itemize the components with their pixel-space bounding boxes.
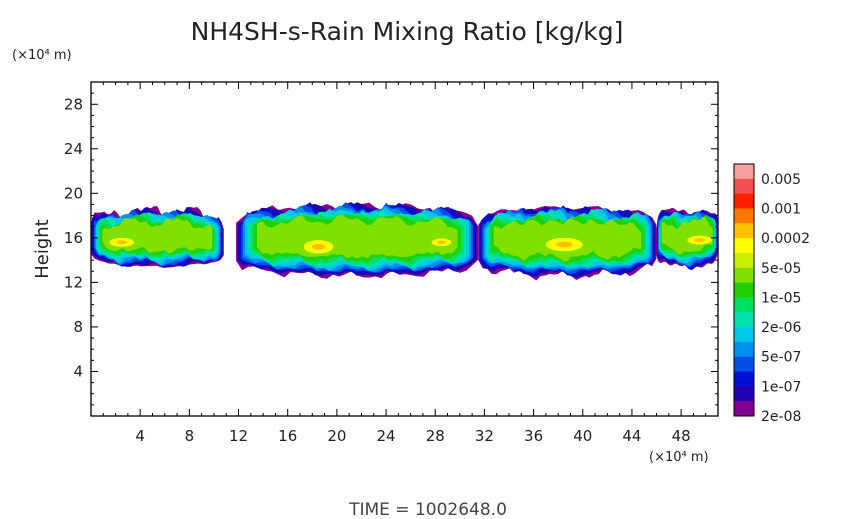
colorbar-label: 1e-07	[761, 379, 801, 395]
mixing-ratio-field	[91, 202, 718, 281]
hot-spot-core	[436, 240, 446, 245]
colorbar-label: 0.005	[761, 172, 801, 188]
time-footer: TIME = 1002648.0	[348, 500, 507, 519]
colorbar-label: 1e-05	[761, 290, 801, 306]
region-left-edge	[91, 206, 224, 268]
x-tick-label: 20	[327, 427, 346, 445]
colorbar-swatch	[734, 223, 754, 239]
contour-band	[661, 216, 713, 255]
hot-spot-core	[311, 243, 326, 250]
colorbar-swatch	[734, 341, 754, 358]
x-tick-label: 32	[475, 427, 494, 445]
colorbar-swatch	[734, 312, 754, 328]
colorbar-label: 5e-07	[761, 350, 801, 366]
colorbar-frame	[733, 163, 755, 417]
x-tick-label: 4	[135, 427, 145, 445]
y-tick-label: 24	[64, 140, 83, 158]
colorbar-label: 5e-05	[761, 261, 801, 277]
region-central-mass	[236, 202, 479, 279]
x-tick-label: 12	[229, 427, 248, 445]
y-tick-label: 28	[64, 95, 83, 113]
colorbar-swatch	[734, 297, 754, 313]
colorbar-swatch	[734, 386, 754, 402]
x-tick-label: 44	[622, 427, 641, 445]
hot-spot-core	[694, 238, 706, 243]
y-tick-label: 20	[64, 184, 83, 202]
x-tick-label: 24	[377, 427, 396, 445]
x-tick-label: 48	[672, 427, 691, 445]
colorbar-swatch	[734, 193, 754, 209]
colorbar-swatch	[734, 356, 754, 372]
colorbar-swatch	[734, 371, 754, 387]
colorbar-swatch	[734, 238, 754, 254]
hot-spot-core	[116, 240, 128, 245]
x-tick-label: 40	[573, 427, 592, 445]
x-tick-label: 36	[524, 427, 543, 445]
colorbar-label: 2e-08	[761, 409, 801, 425]
y-axis-label: Height	[32, 219, 53, 279]
colorbar-swatch	[734, 178, 754, 194]
colorbar-label: 0.0002	[761, 231, 810, 247]
y-axis-units: (×10⁴ m)	[12, 48, 72, 63]
colorbar-swatch	[734, 327, 754, 343]
x-tick-label: 8	[185, 427, 195, 445]
y-tick-label: 16	[64, 229, 83, 247]
y-tick-label: 12	[64, 273, 83, 291]
x-tick-label: 16	[278, 427, 297, 445]
colorbar-label: 0.001	[761, 201, 801, 217]
x-axis-units: (×10⁴ m)	[649, 450, 709, 465]
colorbar-swatch	[734, 208, 754, 224]
x-axis-ticks: 4 8 12 16 20 24 28 32 36 40 44 48	[102, 82, 707, 445]
hot-spot-core	[556, 241, 573, 248]
colorbar-swatch	[734, 252, 754, 269]
x-tick-label: 28	[426, 427, 445, 445]
region-right-edge	[656, 208, 718, 270]
y-tick-label: 4	[73, 362, 83, 380]
colorbar-swatch	[734, 401, 754, 417]
y-axis-ticks: 4 8 12 16 20 24 28	[64, 92, 718, 406]
colorbar-label: 2e-06	[761, 320, 801, 336]
colorbar-swatch	[734, 282, 754, 298]
colorbar-swatch	[734, 164, 754, 180]
colorbar-swatch	[734, 267, 754, 283]
chart-title: NH4SH-s-Rain Mixing Ratio [kg/kg]	[191, 17, 624, 46]
colorbar: 0.005 0.001 0.0002 5e-05 1e-05 2e-06 5e-07 1e-0…	[733, 163, 810, 425]
y-tick-label: 8	[73, 318, 83, 336]
